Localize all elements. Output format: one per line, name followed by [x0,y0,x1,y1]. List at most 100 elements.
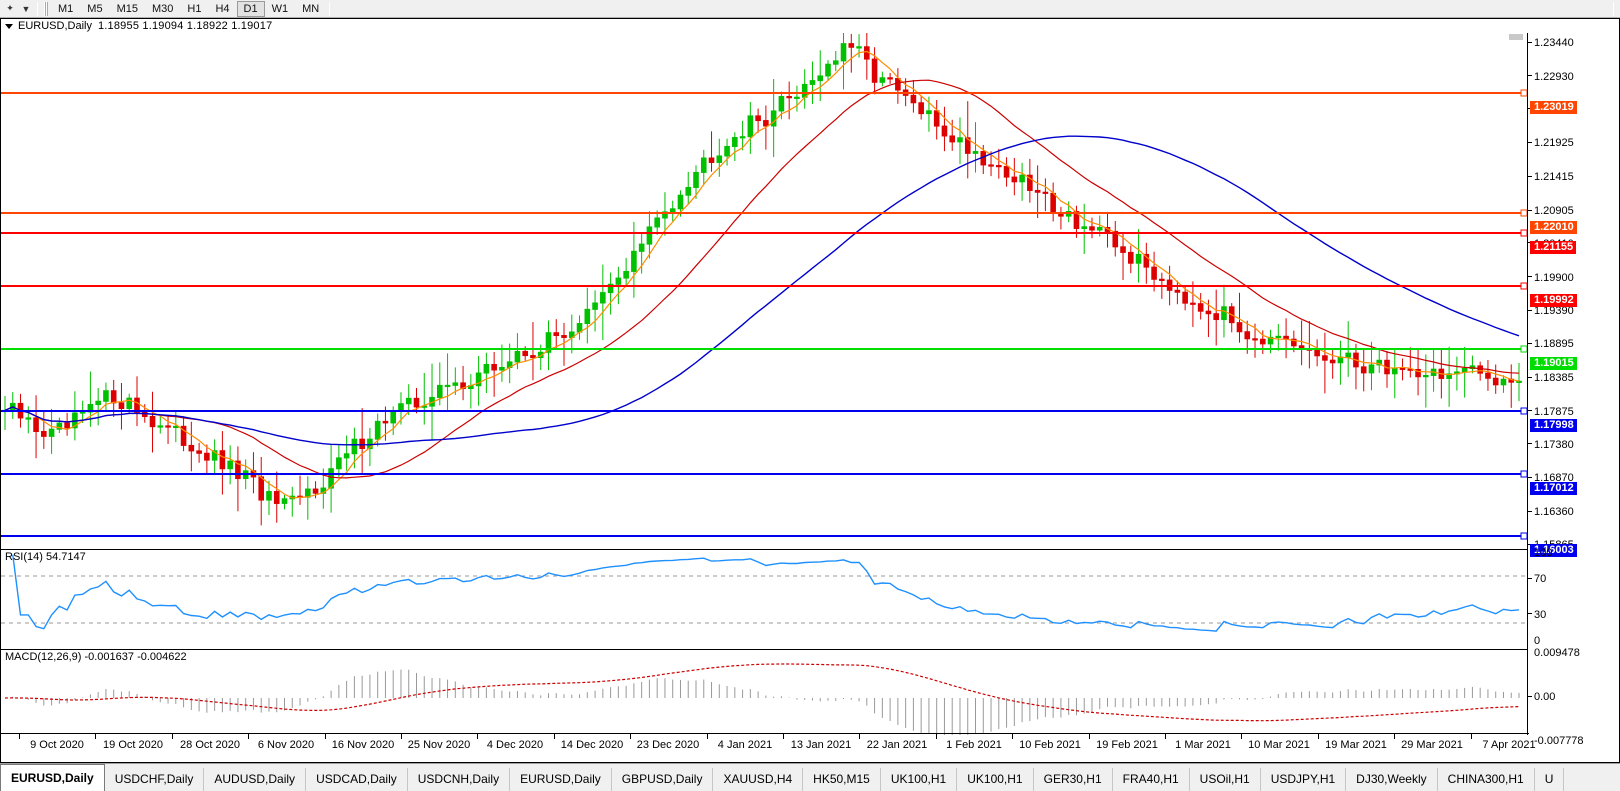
price-level-label[interactable]: 1.17012 [1530,482,1577,495]
price-level-label[interactable]: 1.19015 [1530,357,1577,370]
chart-tab[interactable]: CHINA300,H1 [1438,768,1535,791]
date-tick [630,734,631,739]
candle-body [188,444,195,452]
timeframe-h4[interactable]: H4 [215,2,230,15]
candle-body [910,94,917,104]
toolbar-separator-right [1613,2,1614,16]
date-label: 6 Nov 2020 [257,739,315,751]
price-scale[interactable]: 1.234401.229301.224351.219251.214151.209… [1527,33,1619,747]
chart-tab[interactable]: EURUSD,Daily [510,768,612,791]
candle-body [887,77,893,80]
candle-body [1236,322,1243,333]
rsi-pane[interactable]: RSI(14) 54.7147 [1,549,1529,649]
chart-tab[interactable]: USOil,H1 [1190,768,1261,791]
chart-tab[interactable]: GER30,H1 [1034,768,1113,791]
chart-scroll-grip[interactable] [1509,34,1523,40]
price-tick: 1.21415 [1528,172,1574,183]
candle-body [747,115,754,138]
dropdown-arrow-icon[interactable]: ▼ [21,3,31,14]
candle-body [180,425,187,446]
chart-tab[interactable]: USDJPY,H1 [1261,768,1347,791]
date-tick [859,734,860,739]
chart-tab[interactable]: GBPUSD,Daily [612,768,714,791]
cursor-icon[interactable]: ✦ [6,3,14,13]
timeframe-h1[interactable]: H1 [187,2,202,15]
timeframe-m15[interactable]: M15 [116,2,138,15]
chart-tab[interactable]: USDCAD,Daily [306,768,408,791]
candle-body [1112,230,1119,248]
date-label: 25 Nov 2020 [407,739,471,751]
date-label: 23 Dec 2020 [636,739,700,751]
candle-body [615,277,622,285]
candle-body [1213,313,1220,321]
date-tick [19,734,20,739]
timeframe-mn[interactable]: MN [302,2,320,15]
ma-mid-red [4,79,1520,479]
date-tick [172,734,173,739]
chart-tab[interactable]: USDCNH,Daily [408,768,511,791]
candle-body [716,155,723,163]
date-tick [1165,734,1166,739]
candle-body [856,46,862,49]
date-label: 16 Nov 2020 [331,739,395,751]
price-level-label[interactable]: 1.23019 [1530,101,1577,114]
timeframe-d1[interactable]: D1 [236,0,265,17]
chart-tab[interactable]: USDCHF,Daily [105,768,205,791]
date-tick [1012,734,1013,739]
chart-window[interactable]: EURUSD,Daily 1.18955 1.19094 1.18922 1.1… [0,18,1620,763]
chart-tab-bar[interactable]: EURUSD,Daily USDCHF,Daily AUDUSD,Daily USDC… [0,763,1620,791]
date-tick [248,734,249,739]
price-level-label[interactable]: 1.16003 [1530,544,1577,557]
chart-tab[interactable]: FRA40,H1 [1113,768,1190,791]
candlestick-series [2,33,1522,526]
candle-body [1120,246,1126,253]
candle-body [1461,368,1468,373]
candle-body [592,302,598,310]
price-level-label[interactable]: 1.19992 [1530,294,1577,307]
candle-body [755,115,761,122]
main-toolbar: ✦ ▼ M1 M5 M15 M30 H1 H4 D1 W1 MN [0,0,1620,18]
chart-tab[interactable]: HK50,M15 [803,768,881,791]
chart-tab[interactable]: DJ30,Weekly [1346,768,1438,791]
macd-pane[interactable]: MACD(12,26,9) -0.001637 -0.004622 [1,649,1529,735]
chart-tab[interactable]: XAUUSD,H4 [713,768,804,791]
toolbar-grip[interactable] [44,1,48,16]
price-level-label[interactable]: 1.21155 [1530,241,1577,254]
candle-body [499,366,505,371]
candle-body [312,488,319,494]
candle-body [343,453,350,459]
candle-body [631,250,637,272]
candle-body [64,422,70,429]
price-pane[interactable] [1,33,1529,549]
timeframe-m30[interactable]: M30 [151,2,174,15]
candle-body [41,430,47,437]
candle-body [328,468,334,489]
timeframe-w1[interactable]: W1 [271,2,289,15]
candle-body [1516,380,1522,383]
candle-body [452,382,459,386]
chart-tab[interactable]: UK100,H1 [881,768,958,791]
date-label: 13 Jan 2021 [790,739,852,751]
date-scale[interactable]: 9 Oct 2020 19 Oct 2020 28 Oct 2020 6 Nov 20… [1,733,1536,762]
date-label: 4 Jan 2021 [717,739,773,751]
toolbar-separator [37,1,38,16]
chart-tab[interactable]: U [1535,768,1565,791]
price-level-label[interactable]: 1.17998 [1530,419,1577,432]
chart-tab[interactable]: AUDUSD,Daily [204,768,307,791]
chart-tab[interactable]: UK100,H1 [957,768,1034,791]
candle-body [1034,189,1041,193]
timeframe-m1[interactable]: M1 [58,2,74,15]
candle-body [708,157,715,163]
price-level-label[interactable]: 1.22010 [1530,221,1577,234]
rsi-tick: 30 [1528,609,1546,620]
date-label: 10 Mar 2021 [1248,739,1310,751]
chart-tab[interactable]: EURUSD,Daily [0,764,105,791]
timeframe-m5[interactable]: M5 [87,2,103,15]
candle-body [1174,289,1181,293]
candle-body [1267,336,1274,345]
candle-body [1485,372,1491,379]
date-tick [1241,734,1242,739]
date-label: 19 Oct 2020 [103,739,163,751]
collapse-triangle-icon[interactable] [5,23,13,29]
macd-tick: -0.007778 [1534,735,1584,747]
